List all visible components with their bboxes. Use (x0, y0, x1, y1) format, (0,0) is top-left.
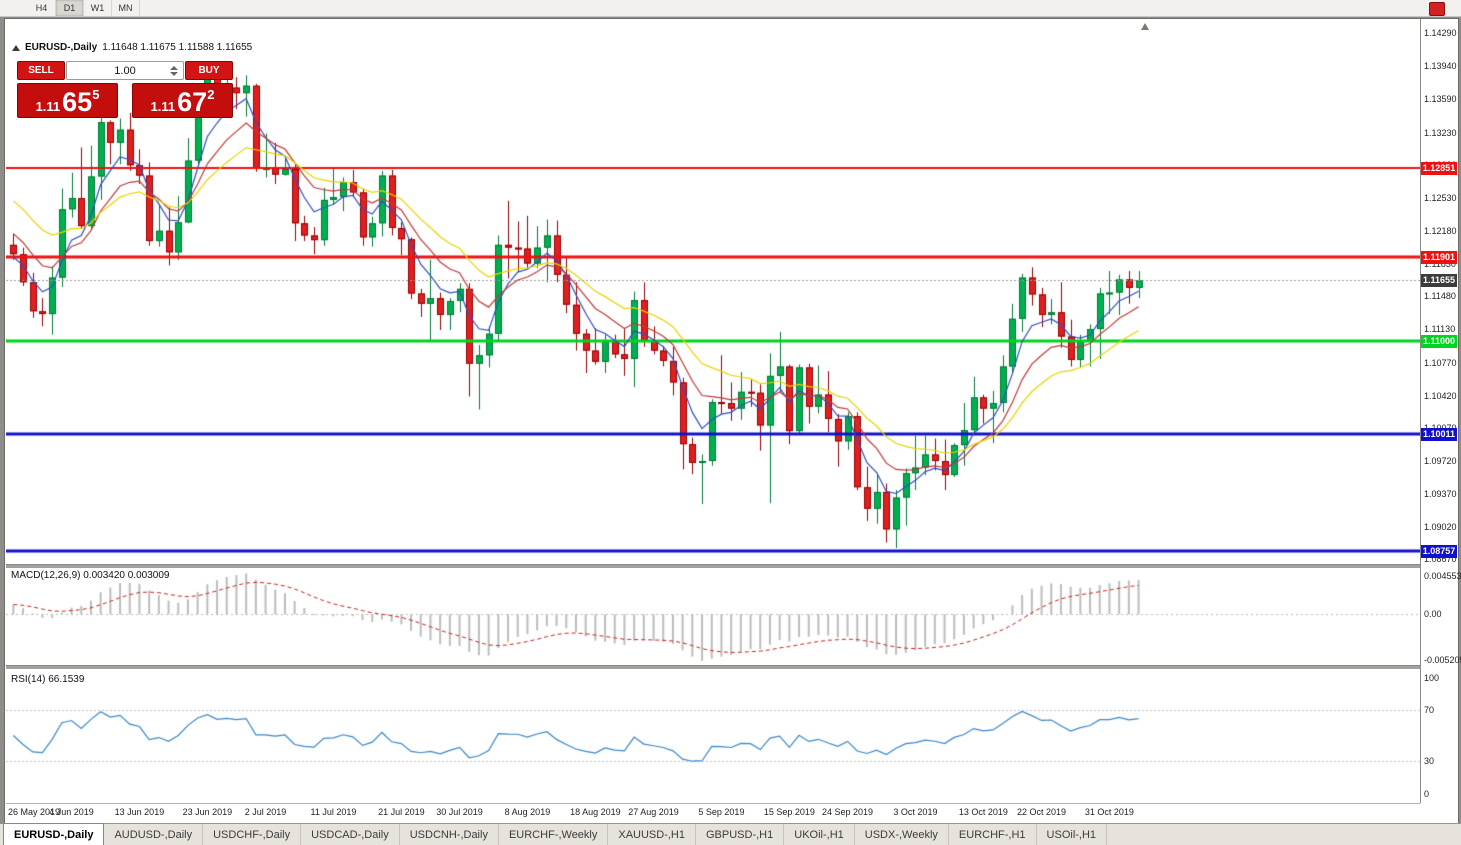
price-tick-label: 1.10770 (1424, 358, 1457, 368)
price-chart-canvas[interactable] (6, 21, 1420, 803)
level-price-badge: 1.12851 (1421, 162, 1457, 175)
price-scale[interactable]: 1.142901.139401.135901.132301.128801.125… (1420, 19, 1461, 803)
buy-button[interactable]: BUY (185, 61, 233, 80)
period-button-d1[interactable]: D1 (56, 0, 84, 16)
price-tick-label: 1.09370 (1424, 489, 1457, 499)
pane-divider-rsi[interactable] (6, 665, 1420, 669)
price-tick-label: 1.11830 (1424, 259, 1456, 269)
chart-tab-gbpusd-h1[interactable]: GBPUSD-,H1 (696, 824, 785, 845)
chart-tab-ukoil-h1[interactable]: UKOil-,H1 (784, 824, 855, 845)
price-tick-label: 1.11480 (1424, 291, 1456, 301)
volume-spinner[interactable] (170, 63, 181, 78)
level-price-badge: 1.11901 (1421, 251, 1457, 264)
chart-tab-eurchf-weekly[interactable]: EURCHF-,Weekly (499, 824, 609, 845)
level-price-badge: 1.10011 (1421, 428, 1457, 441)
chart-tab-usdchf-daily[interactable]: USDCHF-,Daily (203, 824, 302, 845)
rsi-scale-label: 70 (1424, 705, 1435, 715)
date-label: 8 Aug 2019 (504, 807, 551, 817)
sell-price-tile[interactable]: 1.11 65 5 (17, 83, 118, 118)
buy-price-tile[interactable]: 1.11 67 2 (132, 83, 233, 118)
buy-price-sup: 2 (207, 87, 215, 102)
one-click-trading-panel: SELL 1.00 BUY 1.11 65 5 1.11 (17, 61, 233, 118)
chart-tab-usdcad-daily[interactable]: USDCAD-,Daily (301, 824, 400, 845)
chart-symbol-label: EURUSD-,Daily (25, 42, 98, 53)
chart-tab-audusd-daily[interactable]: AUDUSD-,Daily (104, 824, 204, 845)
price-tick-label: 1.09020 (1424, 522, 1457, 532)
date-label: 27 Aug 2019 (628, 807, 679, 817)
trade-panel-price-row: 1.11 65 5 1.11 67 2 (17, 83, 233, 118)
volume-value[interactable]: 1.00 (114, 64, 136, 77)
chart-tab-eurchf-h1[interactable]: EURCHF-,H1 (949, 824, 1037, 845)
date-label: 18 Aug 2019 (570, 807, 621, 817)
date-label: 4 Jun 2019 (49, 807, 94, 817)
level-price-badge: 1.08757 (1421, 545, 1457, 558)
buy-price-main: 67 (177, 87, 208, 117)
chart-tab-bar: EURUSD-,Daily AUDUSD-,Daily USDCHF-,Daily U… (0, 823, 1461, 845)
pane-divider-macd[interactable] (6, 564, 1420, 568)
date-label: 21 Jul 2019 (378, 807, 425, 817)
date-label: 13 Oct 2019 (958, 807, 1008, 817)
chart-window: EURUSD-,Daily 1.11648 1.11675 1.11588 1.… (4, 18, 1461, 824)
sell-price-prefix: 1.11 (35, 99, 61, 114)
price-tick-label: 1.14290 (1424, 28, 1457, 38)
date-label: 11 Jul 2019 (310, 807, 357, 817)
chart-ohlc-values: 1.11648 1.11675 1.11588 1.11655 (102, 42, 253, 53)
period-buttons-group: H4 D1 W1 MN (28, 0, 140, 16)
price-tick-label: 1.10420 (1424, 391, 1457, 401)
sell-price-sup: 5 (92, 87, 100, 102)
date-label: 30 Jul 2019 (436, 807, 483, 817)
spinner-down-icon[interactable] (170, 71, 178, 76)
macd-scale-label: 0.00 (1424, 609, 1442, 619)
rsi-scale-label: 100 (1424, 673, 1440, 683)
chart-ohlc-header: EURUSD-,Daily 1.11648 1.11675 1.11588 1.… (12, 42, 252, 53)
date-label: 15 Sep 2019 (763, 807, 815, 817)
spinner-up-icon[interactable] (170, 65, 178, 70)
chart-tab-xauusd-h1[interactable]: XAUUSD-,H1 (608, 824, 696, 845)
chart-tab-eurusd-daily[interactable]: EURUSD-,Daily (3, 823, 105, 845)
price-tick-label: 1.12530 (1424, 193, 1457, 203)
period-toolbar: H4 D1 W1 MN (0, 0, 1461, 17)
date-label: 31 Oct 2019 (1084, 807, 1134, 817)
price-tick-label: 1.13230 (1424, 128, 1457, 138)
price-tick-label: 1.12180 (1424, 226, 1457, 236)
rsi-scale-label: 0 (1424, 789, 1430, 799)
period-button-w1[interactable]: W1 (84, 0, 112, 16)
date-label: 3 Oct 2019 (893, 807, 938, 817)
period-button-mn[interactable]: MN (112, 0, 140, 16)
price-tick-label: 1.09720 (1424, 456, 1457, 466)
trade-panel-top-row: SELL 1.00 BUY (17, 61, 233, 80)
price-tick-label: 1.13940 (1424, 61, 1457, 71)
rsi-scale-label: 30 (1424, 756, 1435, 766)
price-tick-label: 1.13590 (1424, 94, 1457, 104)
date-label: 24 Sep 2019 (822, 807, 874, 817)
date-axis[interactable]: 26 May 2019 4 Jun 2019 13 Jun 2019 23 Jun 2… (6, 803, 1420, 822)
chart-tab-usdcnh-daily[interactable]: USDCNH-,Daily (400, 824, 499, 845)
chart-tab-usoil-h1[interactable]: USOil-,H1 (1037, 824, 1108, 845)
price-tick-label: 1.08670 (1424, 554, 1457, 564)
rsi-indicator-label: RSI(14) 66.1539 (11, 674, 85, 685)
date-label: 26 May 2019 (7, 807, 61, 817)
period-button-h4[interactable]: H4 (28, 0, 56, 16)
date-label: 23 Jun 2019 (182, 807, 233, 817)
macd-indicator-label: MACD(12,26,9) 0.003420 0.003009 (11, 570, 170, 581)
current-price-badge: 1.11655 (1421, 274, 1457, 287)
chart-tab-usdx-weekly[interactable]: USDX-,Weekly (855, 824, 949, 845)
chart-shift-marker-icon[interactable] (1141, 23, 1149, 30)
volume-input[interactable]: 1.00 (66, 61, 184, 80)
date-label: 5 Sep 2019 (698, 807, 745, 817)
level-price-badge: 1.11000 (1421, 335, 1457, 348)
price-tick-label: 1.11130 (1424, 324, 1456, 334)
collapse-panel-icon[interactable] (12, 44, 20, 51)
buy-price-prefix: 1.11 (150, 99, 176, 114)
date-label: 13 Jun 2019 (114, 807, 165, 817)
macd-scale-label: 0.0045536 (1424, 571, 1461, 581)
sell-price-main: 65 (62, 87, 93, 117)
date-label: 22 Oct 2019 (1017, 807, 1067, 817)
macd-scale-label: -0.0052050 (1424, 655, 1461, 665)
sell-button[interactable]: SELL (17, 61, 65, 80)
date-label: 2 Jul 2019 (244, 807, 287, 817)
app-icon-red[interactable] (1429, 2, 1445, 16)
